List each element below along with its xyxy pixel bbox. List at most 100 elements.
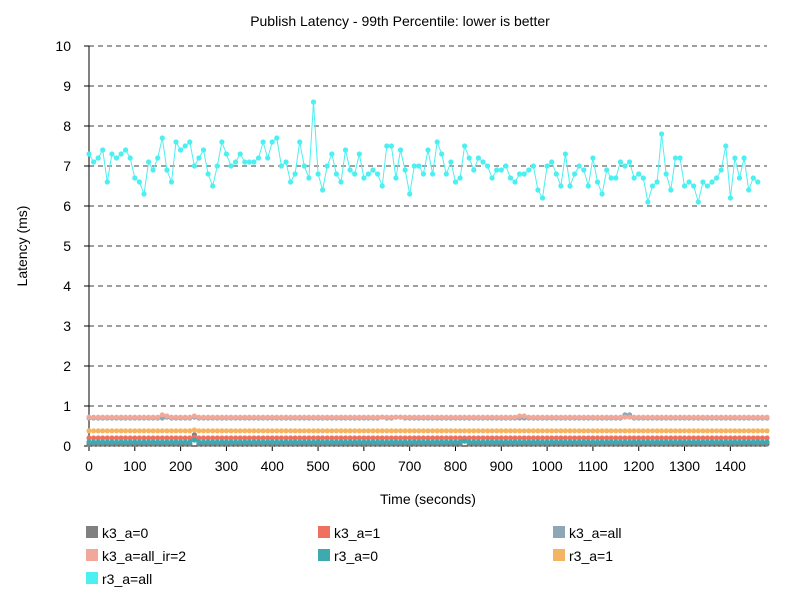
data-point <box>498 414 504 420</box>
data-point <box>297 439 303 445</box>
data-point <box>191 437 197 443</box>
data-point <box>572 428 578 434</box>
data-point <box>503 428 509 434</box>
data-point <box>402 167 408 173</box>
data-point <box>659 131 665 137</box>
data-point <box>443 414 449 420</box>
data-point <box>173 139 179 145</box>
data-point <box>617 159 624 165</box>
data-point <box>356 428 362 434</box>
data-point <box>448 439 454 445</box>
data-point <box>196 435 202 441</box>
data-point <box>475 155 481 161</box>
data-point <box>718 428 724 434</box>
data-point <box>420 439 426 445</box>
data-point <box>269 439 275 445</box>
data-point <box>617 439 624 445</box>
data-point <box>636 435 642 441</box>
data-point <box>132 435 138 441</box>
data-point <box>457 414 463 420</box>
data-point <box>581 414 587 420</box>
data-point <box>640 428 646 434</box>
data-point <box>365 435 371 441</box>
grid-lines <box>89 45 767 407</box>
data-point <box>168 179 175 185</box>
data-point <box>471 435 477 441</box>
data-point <box>278 428 284 434</box>
data-point <box>333 414 339 420</box>
data-point <box>517 428 523 434</box>
legend-label: r3_a=all <box>102 571 152 587</box>
data-point <box>677 155 683 161</box>
data-point <box>599 191 605 197</box>
data-point <box>590 439 596 445</box>
data-point <box>489 435 495 441</box>
data-point <box>750 439 756 445</box>
data-point <box>668 428 674 434</box>
data-point <box>255 439 262 445</box>
data-point <box>91 428 97 434</box>
data-point <box>200 435 207 441</box>
data-point <box>237 151 243 157</box>
data-point <box>356 414 362 420</box>
data-point <box>448 159 454 165</box>
data-point <box>686 179 692 185</box>
data-point <box>750 175 756 181</box>
x-tick-label: 900 <box>490 458 514 474</box>
data-point <box>709 435 715 441</box>
data-point <box>269 139 275 145</box>
data-point <box>489 175 495 181</box>
series-k3_a=all_ir=2 <box>86 412 770 420</box>
data-point <box>631 439 637 445</box>
data-point <box>608 435 614 441</box>
data-point <box>288 414 294 420</box>
data-point <box>732 414 738 420</box>
data-point <box>187 428 193 434</box>
x-tick-label: 300 <box>215 458 239 474</box>
data-point <box>393 428 399 434</box>
data-point <box>315 171 321 177</box>
data-point <box>727 195 734 201</box>
data-point <box>402 439 408 445</box>
data-point <box>260 414 266 420</box>
data-point <box>113 414 120 420</box>
data-point <box>480 159 486 165</box>
data-point <box>356 435 362 441</box>
data-point <box>86 428 92 434</box>
data-point <box>86 414 92 420</box>
data-point <box>288 428 294 434</box>
data-point <box>581 428 587 434</box>
data-point <box>141 439 147 445</box>
data-point <box>375 435 381 441</box>
data-point <box>306 175 312 181</box>
data-point <box>668 435 674 441</box>
data-point <box>434 414 440 420</box>
data-point <box>457 439 463 445</box>
data-point <box>315 414 321 420</box>
data-point <box>420 171 426 177</box>
data-point <box>159 439 165 445</box>
data-point <box>237 435 243 441</box>
data-point <box>622 163 628 169</box>
data-point <box>645 428 651 434</box>
data-point <box>411 428 417 434</box>
data-point <box>631 414 637 420</box>
data-point <box>425 439 431 445</box>
data-point <box>407 439 413 445</box>
data-point <box>155 435 161 441</box>
data-point <box>452 179 459 185</box>
data-point <box>361 439 367 445</box>
data-point <box>521 171 527 177</box>
data-point <box>132 439 138 445</box>
data-point <box>475 414 481 420</box>
data-point <box>622 414 628 420</box>
data-point <box>393 414 399 420</box>
data-point <box>416 163 422 169</box>
data-point <box>640 175 646 181</box>
data-point <box>342 414 349 420</box>
data-point <box>324 163 330 169</box>
data-point <box>434 139 440 145</box>
legend-label: r3_a=1 <box>569 548 613 564</box>
data-point <box>370 414 376 420</box>
legend-item: r3_a=0 <box>318 548 378 564</box>
